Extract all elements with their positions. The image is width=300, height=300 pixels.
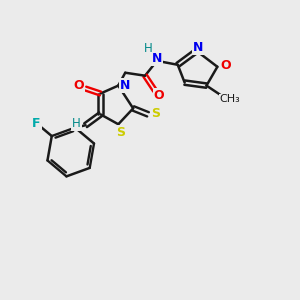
Text: O: O: [74, 79, 84, 92]
Text: CH₃: CH₃: [220, 94, 241, 104]
Text: O: O: [220, 59, 231, 72]
Text: S: S: [116, 126, 125, 139]
Text: O: O: [154, 89, 164, 102]
Text: H: H: [144, 42, 152, 56]
Text: N: N: [194, 41, 204, 55]
Text: S: S: [152, 107, 160, 120]
Text: F: F: [32, 117, 41, 130]
Text: H: H: [72, 117, 81, 130]
Text: N: N: [120, 79, 130, 92]
Text: N: N: [152, 52, 162, 65]
